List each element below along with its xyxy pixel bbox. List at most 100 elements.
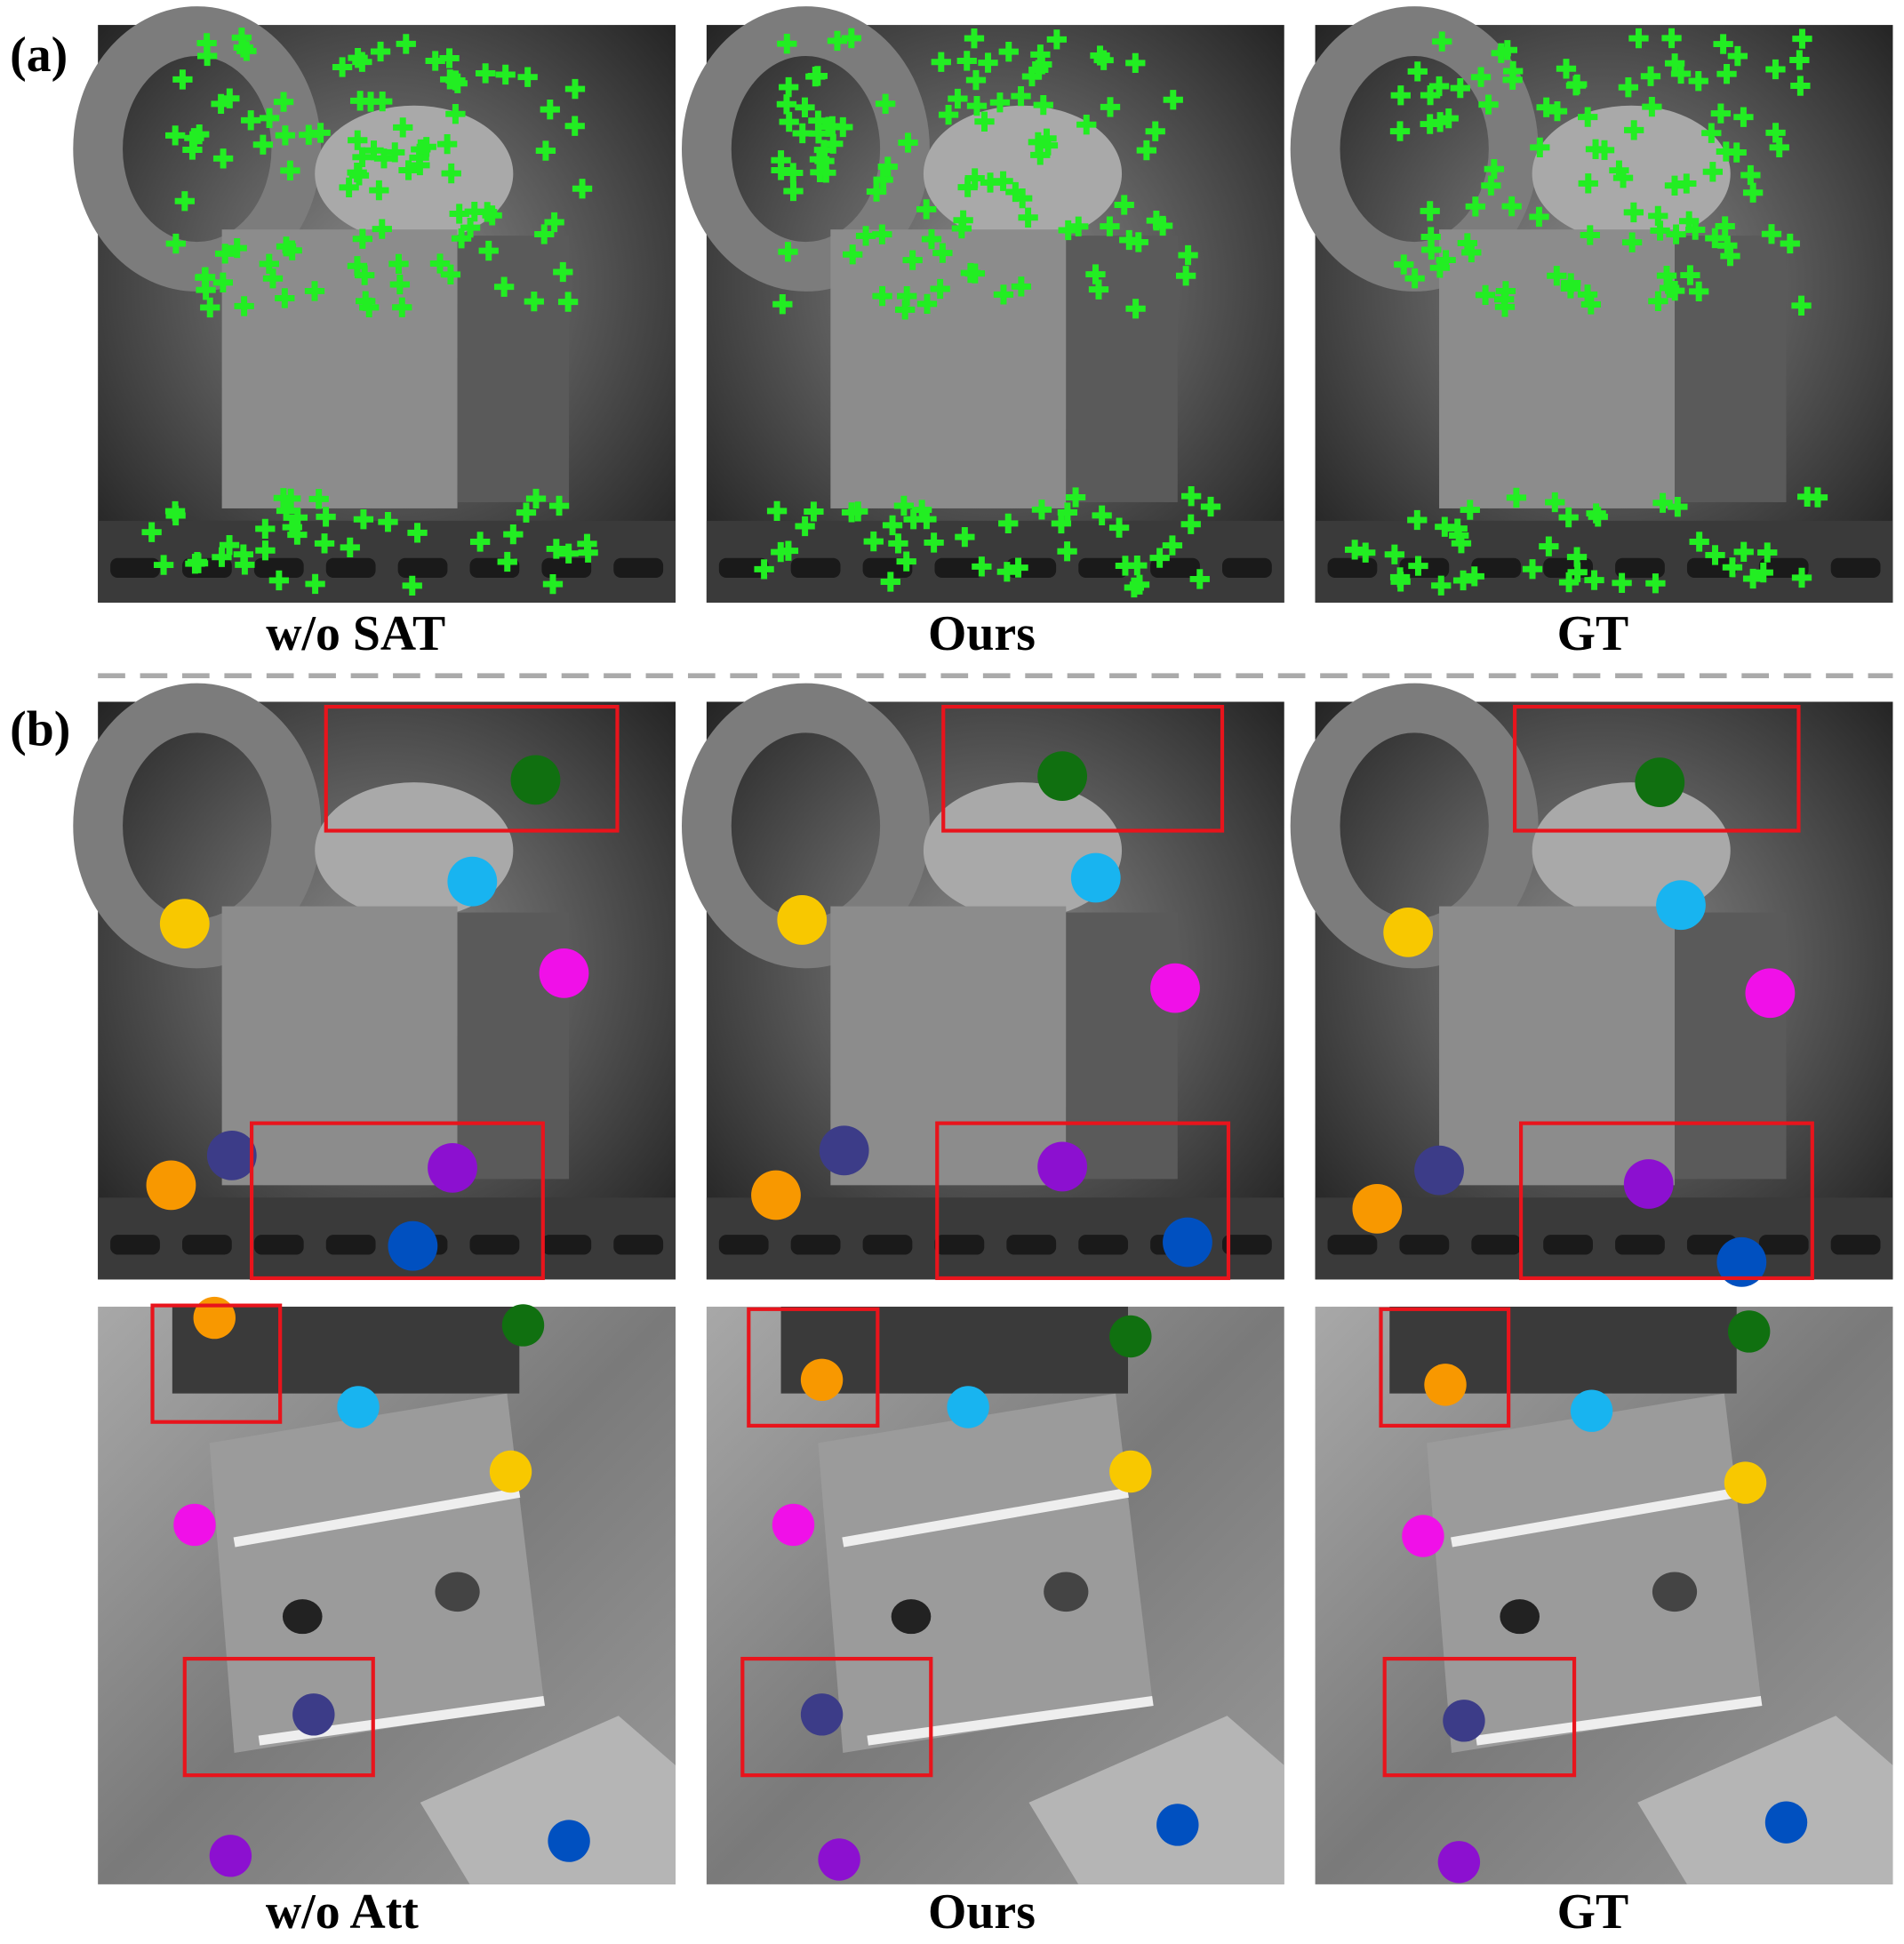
scene-hole xyxy=(934,557,985,579)
keypoint-cross xyxy=(1128,232,1148,252)
keypoint-cross xyxy=(1642,96,1662,117)
caption: GT xyxy=(1557,606,1629,661)
keypoint-cross xyxy=(544,212,564,233)
keypoint-cross xyxy=(1502,69,1523,91)
keypoint-cross xyxy=(141,522,162,542)
keypoint-cross xyxy=(978,52,998,73)
keypoint-cross xyxy=(1012,188,1033,209)
keypoint-cross xyxy=(1189,569,1210,589)
keypoint-cross xyxy=(965,69,987,91)
keypoint-cross xyxy=(1420,201,1440,221)
scene-hole xyxy=(862,1235,913,1255)
scene-hole xyxy=(790,557,841,579)
scene-side xyxy=(1675,912,1787,1180)
keypoint-cross xyxy=(1127,555,1148,576)
keypoint-cross xyxy=(1057,541,1077,562)
highlight-box xyxy=(941,704,1225,833)
keypoint-cross xyxy=(436,133,458,155)
keypoint-cross xyxy=(1565,76,1587,96)
scene-hole xyxy=(110,557,160,579)
keypoint-cross xyxy=(1717,236,1738,256)
keypoint-cross xyxy=(1180,486,1202,507)
keypoint-cross xyxy=(1628,28,1649,49)
keypoint-cross xyxy=(553,261,573,283)
keypoint-cross xyxy=(259,108,280,129)
keypoint-cross xyxy=(754,559,774,580)
keypoint-cross xyxy=(1577,284,1598,305)
keypoint-cross xyxy=(195,268,215,288)
keypoint-cross xyxy=(1481,175,1501,196)
scene-hole xyxy=(181,1235,232,1255)
highlight-box xyxy=(182,1656,375,1778)
keypoint-cross xyxy=(355,265,375,285)
keypoint-cross xyxy=(1624,120,1644,140)
keypoint-cross xyxy=(1547,266,1567,286)
keypoint-cross xyxy=(441,163,461,184)
keypoint-cross xyxy=(548,495,570,516)
keypoint xyxy=(146,1160,196,1211)
keypoint-cross xyxy=(353,509,374,530)
keypoint-cross xyxy=(1057,502,1078,523)
keypoint-cross xyxy=(445,104,466,124)
keypoint xyxy=(1764,1801,1808,1844)
keypoint-cross xyxy=(872,224,892,244)
keypoint-cross xyxy=(299,124,319,145)
keypoint-cross xyxy=(903,509,924,530)
keypoint xyxy=(947,1386,989,1428)
keypoint-cross xyxy=(1539,536,1559,556)
keypoint-cross xyxy=(165,125,186,146)
keypoint-cross xyxy=(1545,492,1565,513)
keypoint-cross xyxy=(282,516,302,538)
keypoint-cross xyxy=(1668,497,1688,517)
keypoint-cross xyxy=(1722,557,1743,578)
keypoint xyxy=(1037,1141,1088,1192)
keypoint-cross xyxy=(212,272,234,292)
keypoint xyxy=(751,1170,801,1220)
keypoint-cross xyxy=(1753,562,1773,583)
keypoint-cross xyxy=(516,502,537,523)
highlight-box xyxy=(1382,1656,1577,1778)
keypoint-cross xyxy=(1578,173,1598,194)
keypoint-cross xyxy=(392,297,412,317)
scene-hole xyxy=(1500,1599,1540,1635)
keypoint-cross xyxy=(1465,196,1485,217)
keypoint-cross xyxy=(1713,34,1733,54)
scene-hole xyxy=(1543,1235,1593,1255)
keypoint-cross xyxy=(804,501,824,522)
keypoint-cross xyxy=(1475,284,1496,306)
keypoint-cross xyxy=(898,132,918,153)
keypoint-cross xyxy=(1765,123,1786,143)
keypoint-cross xyxy=(772,294,793,315)
keypoint-cross xyxy=(1664,175,1685,196)
keypoint-cross xyxy=(1432,31,1452,52)
keypoint-cross xyxy=(497,551,517,572)
keypoint-cross xyxy=(564,78,586,100)
keypoint-cross xyxy=(1556,59,1577,79)
keypoint-cross xyxy=(1547,100,1568,122)
caption: w/o Att xyxy=(266,1884,419,1940)
scene-block xyxy=(1439,906,1676,1186)
keypoint-cross xyxy=(360,92,381,112)
keypoint-cross xyxy=(895,300,916,320)
keypoint-cross xyxy=(1584,570,1604,590)
scene-side xyxy=(457,236,570,502)
scene-hole xyxy=(1471,1235,1522,1255)
keypoint-cross xyxy=(281,488,301,509)
keypoint-cross xyxy=(1058,220,1078,241)
keypoint-cross xyxy=(930,278,950,300)
scene-ring xyxy=(681,6,930,292)
keypoint-cross xyxy=(1436,250,1456,270)
scene-hole xyxy=(397,557,448,579)
keypoint xyxy=(1352,1183,1403,1234)
keypoint-cross xyxy=(578,542,598,563)
keypoint-cross xyxy=(1648,291,1668,311)
scene-cap xyxy=(1532,105,1731,243)
keypoint-cross xyxy=(308,489,329,509)
keypoint-cross xyxy=(1011,276,1032,297)
keypoint-cross xyxy=(1702,162,1724,182)
keypoint-cross xyxy=(1037,135,1059,156)
scene-highlight xyxy=(867,1695,1154,1746)
highlight-box xyxy=(249,1121,545,1281)
keypoint-cross xyxy=(1640,66,1661,86)
